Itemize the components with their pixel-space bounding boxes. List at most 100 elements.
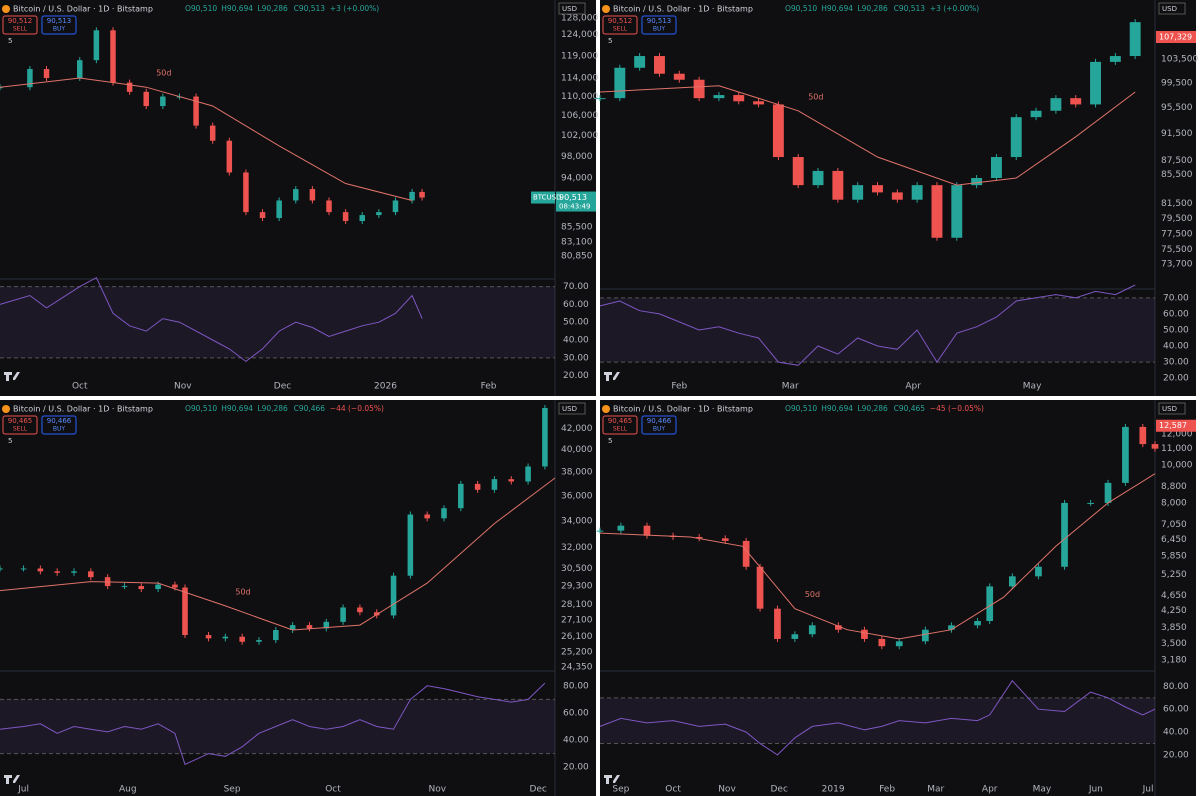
candle: [990, 157, 1002, 178]
candle: [695, 536, 703, 539]
candle: [373, 612, 380, 616]
time-tick-label: Dec: [529, 785, 546, 795]
last-price-tag: [556, 191, 596, 212]
candle: [93, 30, 100, 61]
chart-title: Bitcoin / U.S. Dollar · 1D · Bitstamp: [13, 405, 153, 414]
rsi-line: [0, 277, 423, 363]
price-tick-label: 85,500: [561, 223, 593, 233]
sell-label: SELL: [13, 426, 28, 433]
price-tick-label: 5,250: [1161, 570, 1187, 580]
candle: [986, 586, 994, 621]
buy-button[interactable]: [641, 15, 677, 35]
candle: [872, 185, 883, 193]
price-tick-label: 26,100: [561, 632, 593, 642]
interval-toggle[interactable]: 5: [608, 37, 612, 45]
currency-box[interactable]: [1158, 2, 1186, 15]
price-tick-label: 30,500: [561, 564, 593, 574]
candle: [88, 571, 94, 578]
currency-box[interactable]: [558, 2, 586, 15]
price-tick-label: 95,500: [1161, 103, 1193, 113]
rsi-tick-label: 60.00: [1163, 705, 1189, 715]
time-tick-label: Oct: [325, 785, 341, 795]
price-tick-label: 77,500: [1161, 229, 1193, 239]
tradingview-logo: [4, 775, 20, 784]
candle: [634, 56, 646, 68]
price-tick-label: 10,000: [1161, 460, 1193, 470]
time-tick-label: Feb: [879, 785, 895, 795]
price-tick-label: 4,250: [1161, 606, 1187, 616]
currency-box[interactable]: [1158, 402, 1186, 415]
price-tick-label: 5,850: [1161, 552, 1187, 562]
candle: [971, 177, 983, 186]
time-tick-label: Apr: [905, 382, 921, 392]
chart-panel: 42,000 40,000 38,000 36,000 34,000 32,000 30,5…: [0, 400, 596, 796]
chart-panel: 12,000 11,000 10,000 8,800 8,000 7,050 6,450 5,…: [596, 400, 1196, 796]
panel-background: [0, 400, 596, 796]
candle: [424, 514, 430, 519]
candle: [878, 638, 886, 647]
candle: [891, 192, 903, 200]
sell-button[interactable]: [602, 15, 638, 35]
candle: [596, 530, 604, 532]
price-tick-label: 25,200: [561, 648, 593, 658]
candle: [948, 625, 955, 630]
buy-button[interactable]: [641, 415, 677, 435]
candle: [1008, 576, 1016, 587]
candle: [289, 625, 296, 631]
candle: [226, 140, 233, 173]
time-tick-label: Nov: [718, 785, 736, 795]
buy-button[interactable]: [41, 15, 77, 35]
candle: [458, 483, 464, 509]
ohlc-value: C90,513: [894, 4, 926, 13]
price-tick-label: 79,500: [1161, 214, 1193, 224]
interval-toggle[interactable]: 5: [608, 437, 612, 445]
candle: [392, 200, 399, 213]
candle: [71, 571, 77, 573]
ohlc-value: L90,286: [857, 4, 888, 13]
buy-price: 90,513: [647, 17, 672, 25]
ohlc-value: O90,510: [185, 4, 217, 13]
last-price-tag: [1156, 30, 1196, 43]
moving-average-label: 50d: [808, 92, 823, 101]
time-tick-label: Nov: [428, 785, 446, 795]
candle: [259, 212, 266, 219]
currency-box[interactable]: [558, 402, 586, 415]
moving-average-line: [0, 477, 556, 631]
sell-button[interactable]: [602, 415, 638, 435]
rsi-tick-label: 30.00: [563, 353, 589, 363]
candle: [172, 584, 178, 588]
ohlc-value: L90,286: [857, 404, 888, 413]
buy-price: 90,513: [47, 17, 72, 25]
ohlc-value: C90,466: [294, 404, 326, 413]
ohlc-value: H90,694: [821, 4, 853, 13]
candle: [37, 568, 44, 572]
price-tick-label: 8,000: [1161, 498, 1187, 508]
interval-toggle[interactable]: 5: [8, 37, 12, 45]
sell-button[interactable]: [2, 415, 38, 435]
candle: [1122, 426, 1129, 483]
candle: [1151, 444, 1159, 449]
time-tick-label: Sep: [612, 785, 629, 795]
price-tick-label: 29,300: [561, 582, 593, 592]
price-tick-label: 80,850: [561, 252, 593, 262]
sell-button[interactable]: [2, 15, 38, 35]
price-tick-label: 11,000: [1161, 444, 1193, 454]
buy-price: 90,466: [647, 417, 672, 425]
time-tick-label: Feb: [481, 382, 497, 392]
buy-price: 90,466: [47, 417, 72, 425]
sell-label: SELL: [613, 426, 628, 433]
time-tick-label: Jul: [17, 785, 29, 795]
price-tick-label: 8,800: [1161, 482, 1187, 492]
time-tick-label: May: [1033, 785, 1052, 795]
buy-label: BUY: [653, 26, 666, 33]
candle: [654, 56, 665, 74]
rsi-line: [0, 682, 546, 766]
candle: [951, 185, 963, 238]
interval-toggle[interactable]: 5: [8, 437, 12, 445]
buy-button[interactable]: [41, 415, 77, 435]
time-tick-label: 2019: [822, 785, 845, 795]
candle: [614, 67, 626, 99]
candle: [155, 584, 161, 590]
candle: [209, 125, 216, 141]
time-tick-label: Sep: [224, 785, 241, 795]
